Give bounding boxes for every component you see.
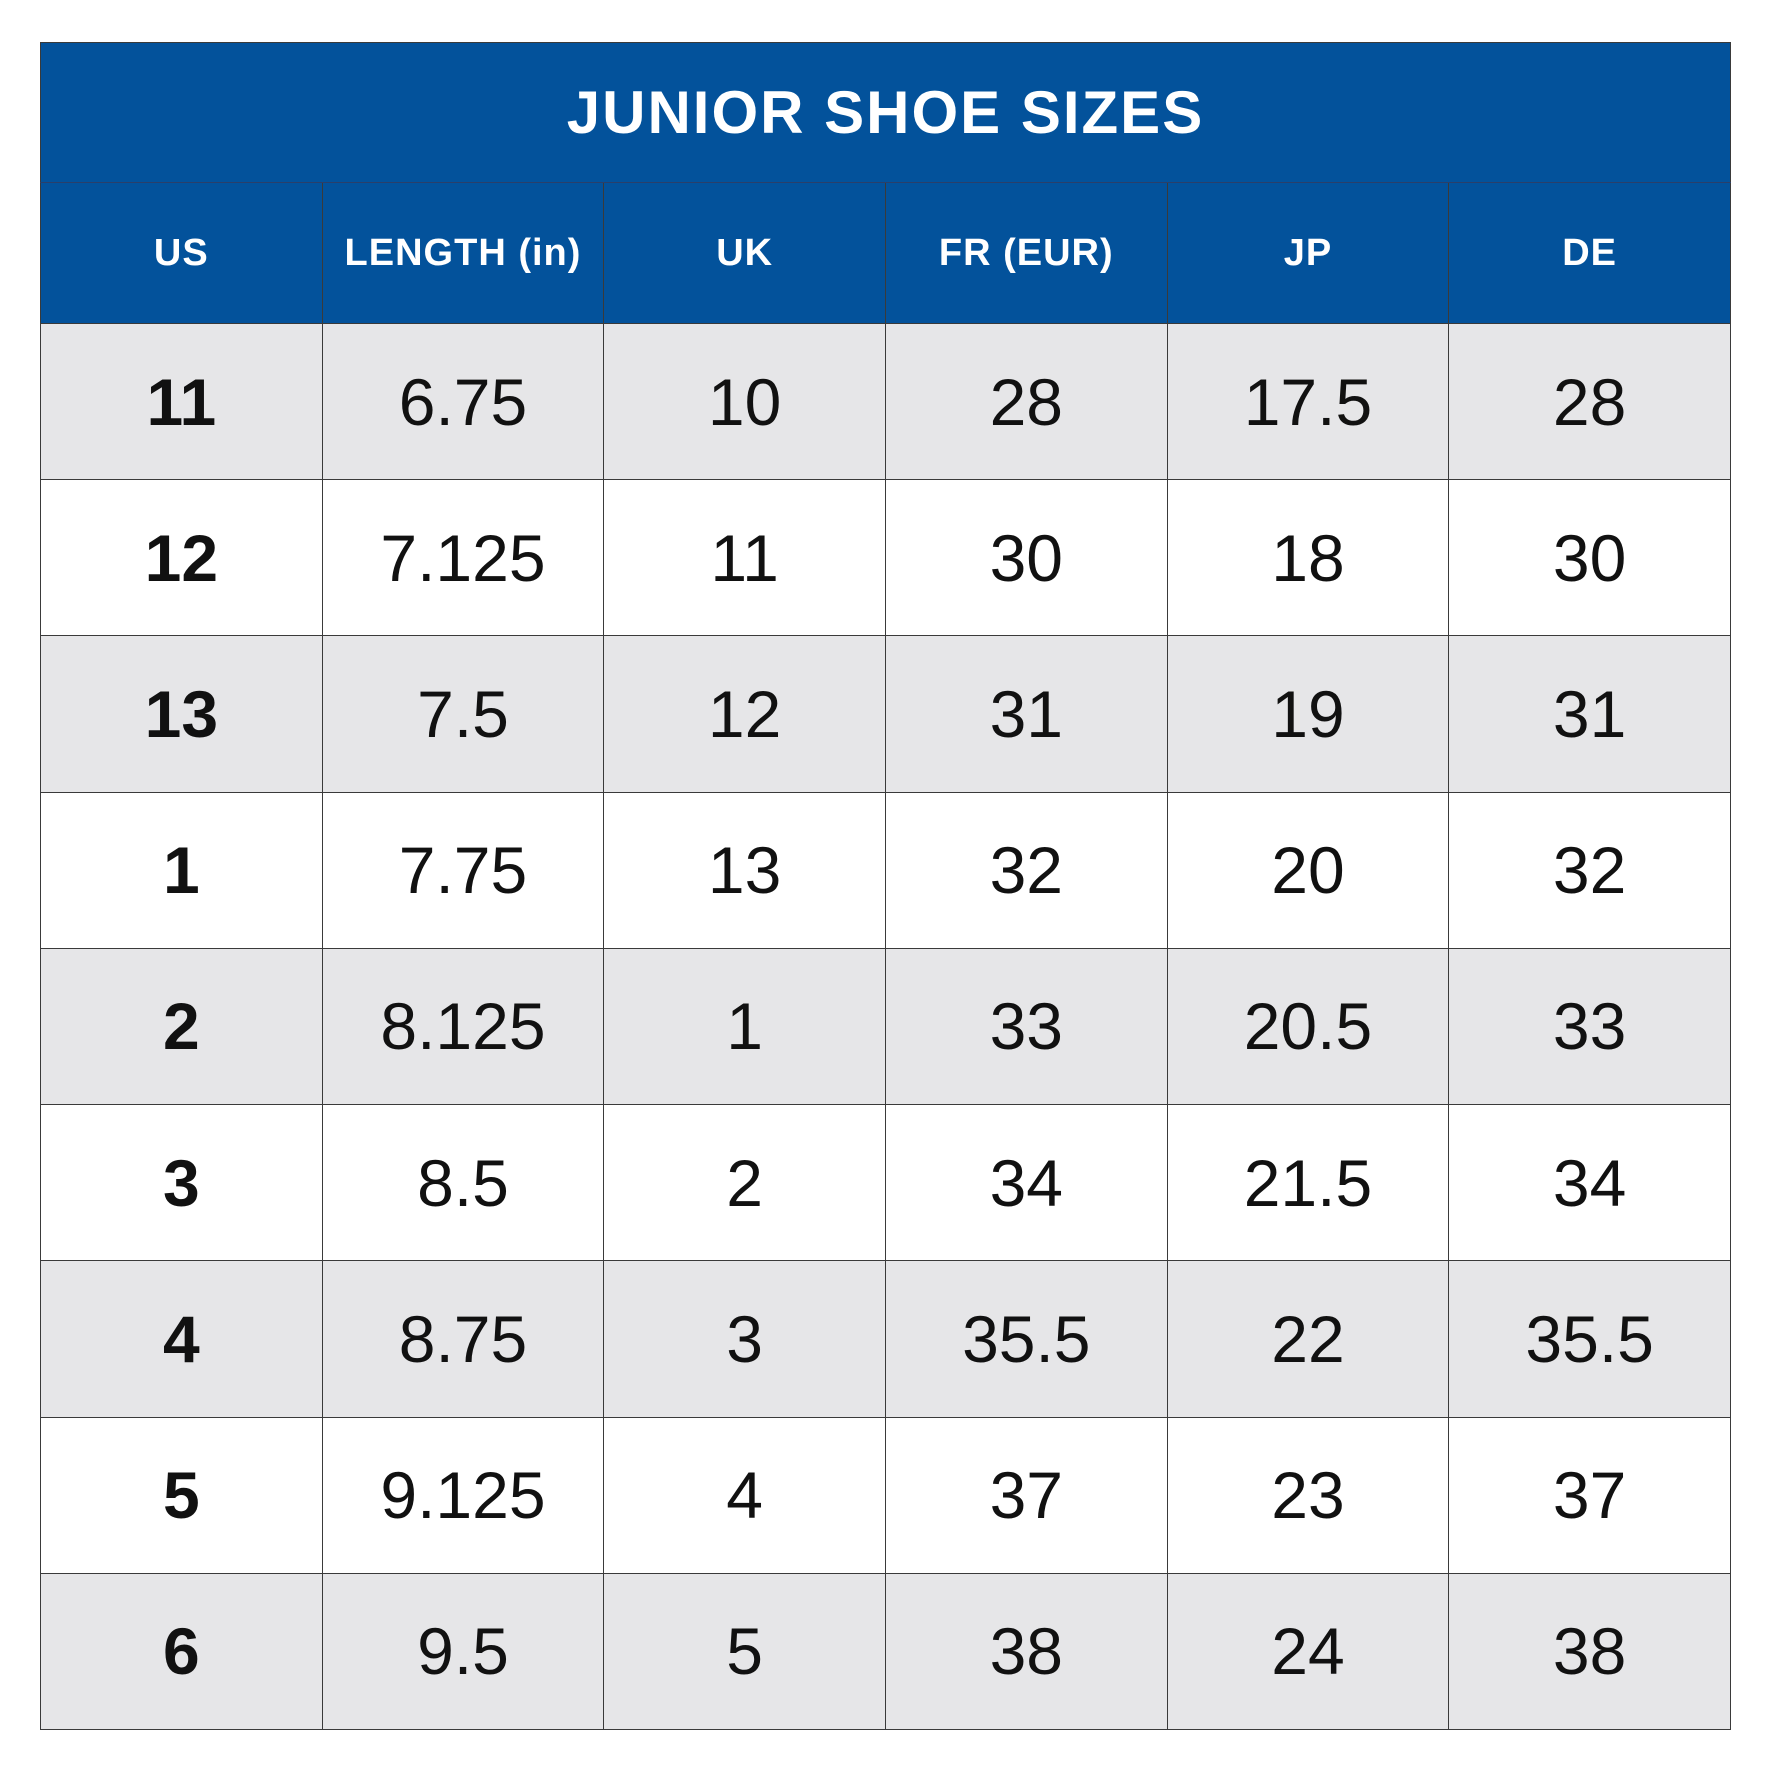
table-cell: 3	[40, 1104, 323, 1262]
column-header: FR (EUR)	[884, 182, 1168, 324]
table-row: 11 6.75 10 28 17.5 28	[40, 322, 1731, 481]
table-cell: 11	[40, 322, 323, 481]
table-cell: 1	[603, 947, 886, 1106]
table-row: 13 7.5 12 31 19 31	[40, 635, 1731, 793]
table-cell: 38	[884, 1572, 1168, 1731]
table-cell: 35.5	[884, 1260, 1168, 1418]
table-row: 5 9.125 4 37 23 37	[40, 1416, 1731, 1574]
table-cell: 1	[40, 791, 323, 949]
table-cell: 30	[1448, 479, 1731, 637]
column-header: JP	[1166, 182, 1450, 324]
table-cell: 32	[884, 791, 1168, 949]
table-cell: 34	[1448, 1104, 1731, 1262]
table-cell: 35.5	[1448, 1260, 1731, 1418]
column-header: US	[40, 182, 323, 324]
table-cell: 12	[40, 479, 323, 637]
table-cell: 19	[1166, 635, 1450, 793]
table-cell: 4	[40, 1260, 323, 1418]
column-header: DE	[1448, 182, 1731, 324]
table-body: 11 6.75 10 28 17.5 28 12 7.125 11 30 18 30 13 7.5 12 31…	[40, 322, 1731, 1731]
table-cell: 17.5	[1166, 322, 1450, 481]
table-cell: 20	[1166, 791, 1450, 949]
table-cell: 2	[603, 1104, 886, 1262]
table-cell: 38	[1448, 1572, 1731, 1731]
table-cell: 23	[1166, 1416, 1450, 1574]
table-cell: 9.125	[321, 1416, 605, 1574]
table-cell: 5	[603, 1572, 886, 1731]
table-cell: 2	[40, 947, 323, 1106]
table-cell: 33	[884, 947, 1168, 1106]
table-cell: 5	[40, 1416, 323, 1574]
table-cell: 13	[40, 635, 323, 793]
table-cell: 33	[1448, 947, 1731, 1106]
table-cell: 22	[1166, 1260, 1450, 1418]
table-title: JUNIOR SHOE SIZES	[40, 42, 1731, 183]
size-table: JUNIOR SHOE SIZES US LENGTH (in) UK FR (EUR…	[40, 42, 1731, 1731]
table-cell: 37	[1448, 1416, 1731, 1574]
table-cell: 34	[884, 1104, 1168, 1262]
table-cell: 8.75	[321, 1260, 605, 1418]
table-cell: 3	[603, 1260, 886, 1418]
table-cell: 4	[603, 1416, 886, 1574]
table-cell: 10	[603, 322, 886, 481]
table-cell: 31	[884, 635, 1168, 793]
header-row: US LENGTH (in) UK FR (EUR) JP DE	[40, 182, 1731, 324]
table-cell: 6	[40, 1572, 323, 1731]
table-cell: 18	[1166, 479, 1450, 637]
table-cell: 30	[884, 479, 1168, 637]
table-row: 6 9.5 5 38 24 38	[40, 1572, 1731, 1731]
table-row: 1 7.75 13 32 20 32	[40, 791, 1731, 949]
table-cell: 21.5	[1166, 1104, 1450, 1262]
table-row: 12 7.125 11 30 18 30	[40, 479, 1731, 637]
table-cell: 11	[603, 479, 886, 637]
table-cell: 7.5	[321, 635, 605, 793]
table-row: 2 8.125 1 33 20.5 33	[40, 947, 1731, 1106]
table-cell: 7.125	[321, 479, 605, 637]
table-cell: 13	[603, 791, 886, 949]
table-cell: 20.5	[1166, 947, 1450, 1106]
table-cell: 24	[1166, 1572, 1450, 1731]
table-cell: 12	[603, 635, 886, 793]
table-cell: 31	[1448, 635, 1731, 793]
table-row: 4 8.75 3 35.5 22 35.5	[40, 1260, 1731, 1418]
table-cell: 7.75	[321, 791, 605, 949]
table-cell: 32	[1448, 791, 1731, 949]
table-cell: 6.75	[321, 322, 605, 481]
table-cell: 28	[1448, 322, 1731, 481]
table-cell: 8.125	[321, 947, 605, 1106]
table-cell: 37	[884, 1416, 1168, 1574]
table-cell: 28	[884, 322, 1168, 481]
table-cell: 9.5	[321, 1572, 605, 1731]
table-cell: 8.5	[321, 1104, 605, 1262]
column-header: UK	[603, 182, 886, 324]
column-header: LENGTH (in)	[321, 182, 605, 324]
table-row: 3 8.5 2 34 21.5 34	[40, 1104, 1731, 1262]
